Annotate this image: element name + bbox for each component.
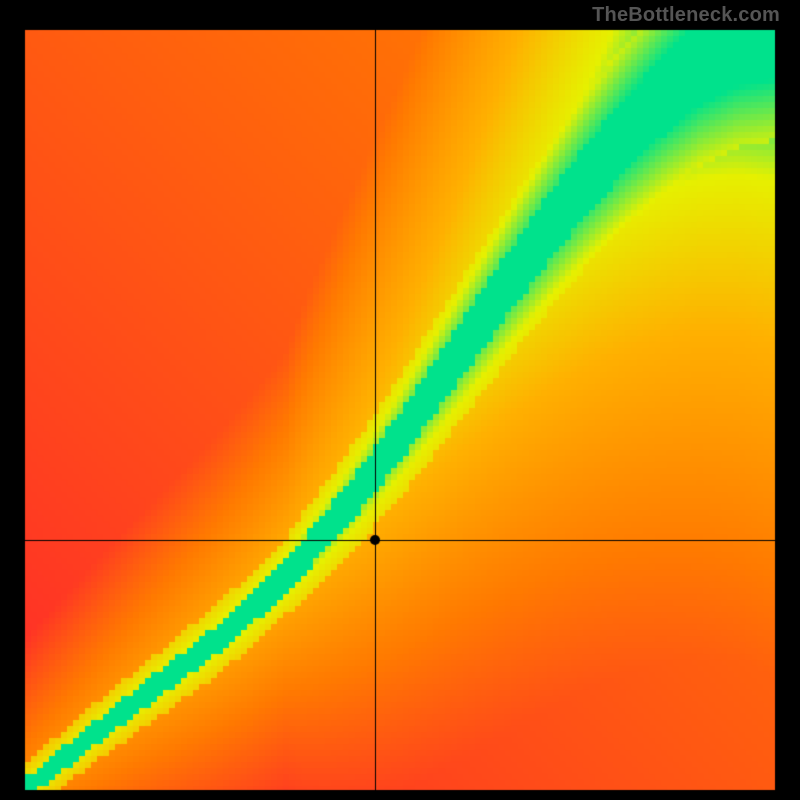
heatmap-canvas [0, 0, 800, 800]
chart-stage: TheBottleneck.com [0, 0, 800, 800]
watermark-text: TheBottleneck.com [0, 0, 800, 27]
